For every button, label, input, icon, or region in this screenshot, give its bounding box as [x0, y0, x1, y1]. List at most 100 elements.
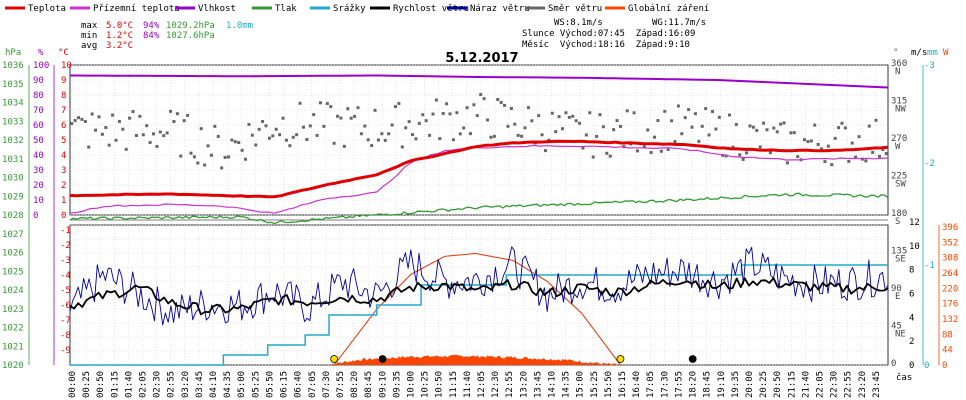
time-tick-label: 10:25 [421, 371, 431, 398]
wind-direction-point [438, 137, 442, 141]
info-block: WS:8.1m/s WG:11.7m/s Slunce Východ:07:45… [522, 18, 706, 50]
wind-direction-point [158, 130, 162, 134]
stats-rain: 1.0mm [226, 21, 253, 31]
ms-tick-label: 10 [909, 242, 920, 252]
wind-direction-point [700, 124, 704, 128]
wind-direction-point [462, 126, 466, 130]
temperature-line [69, 139, 889, 199]
wind-direction-point [557, 115, 561, 119]
wind-direction-point [100, 132, 104, 136]
wind-direction-point [373, 108, 377, 112]
wind-direction-point [407, 120, 411, 124]
wind-direction-point [710, 110, 714, 114]
pct-tick-label: 20 [33, 181, 44, 191]
wind-direction-point [380, 132, 384, 136]
wind-direction-point [734, 122, 738, 126]
wind-direction-point [680, 132, 684, 136]
wind-direction-point [445, 102, 449, 106]
wind-direction-point [383, 138, 387, 142]
wind-direction-point [237, 141, 241, 145]
wind-direction-point [104, 126, 108, 130]
wind-direction-point [830, 163, 834, 167]
temp-tick-label: 10 [61, 61, 72, 71]
time-tick-label: 10:00 [406, 371, 416, 398]
wind-direction-point [336, 114, 340, 118]
wind-direction-point [649, 151, 653, 155]
wind-direction-point [526, 106, 530, 110]
chart-title: 5.12.2017 [445, 51, 518, 66]
temp-tick-label: -1 [60, 226, 71, 236]
wind-direction-point [475, 114, 479, 118]
temp-tick-label: 7 [61, 106, 66, 116]
wind-direction-point [728, 113, 732, 117]
wind-direction-point [584, 133, 588, 137]
pressure-line [69, 192, 889, 225]
wind-direction-point [523, 126, 527, 130]
ms-tick-label: 12 [909, 218, 920, 228]
wind-direction-point [683, 116, 687, 120]
wind-direction-point [537, 114, 541, 118]
dir-tick-name: N [895, 67, 900, 77]
wind-direction-point [169, 109, 173, 113]
pct-axis-label: % [38, 48, 44, 58]
time-tick-label: 19:10 [717, 371, 727, 398]
time-tick-label: 20:25 [759, 371, 769, 398]
time-tick-label: 06:40 [294, 371, 304, 398]
time-tick-label: 21:40 [801, 371, 811, 398]
mm-tick-label: -2 [924, 159, 935, 169]
wind-direction-point [247, 122, 251, 126]
hpa-axis-label: hPa [5, 48, 21, 58]
time-tick-label: 04:35 [223, 371, 233, 398]
wind-direction-point [717, 115, 721, 119]
wind-direction-point [632, 111, 636, 115]
hpa-tick-label: 1036 [2, 61, 24, 71]
wind-direction-point [121, 127, 125, 131]
wind-direction-point [465, 106, 469, 110]
temp-tick-label: -4 [60, 271, 71, 281]
wind-direction-point [111, 113, 115, 117]
wind-direction-point [114, 138, 118, 142]
wind-direction-point [775, 130, 779, 134]
time-tick-label: 15:50 [604, 371, 614, 398]
temp-tick-label: 3 [61, 166, 66, 176]
pct-tick-label: 60 [33, 121, 44, 131]
time-tick-label: 07:30 [322, 371, 332, 398]
dir-tick-label: 135 [891, 247, 907, 257]
wind-direction-point [332, 141, 336, 145]
wind-direction-point [724, 154, 728, 158]
wind-direction-point [731, 145, 735, 149]
wind-direction-point [513, 122, 517, 126]
wind-direction-point [393, 105, 397, 109]
wind-direction-point [308, 124, 312, 128]
time-tick-label: 19:35 [731, 371, 741, 398]
hpa-tick-label: 1024 [2, 286, 24, 296]
wind-direction-point [77, 116, 81, 120]
time-tick-label: 09:10 [378, 371, 388, 398]
wind-direction-point [499, 100, 503, 104]
axes: 00:00 00:25 00:50 01:15 01:40 02:05 02:30 02:55… [2, 59, 958, 398]
hpa-tick-label: 1031 [2, 155, 24, 165]
hpa-tick-label: 1032 [2, 136, 24, 146]
dir-tick-label: 270 [891, 134, 907, 144]
wind-direction-point [755, 128, 759, 132]
global-radiation-area [325, 354, 619, 365]
wind-direction-point [312, 113, 316, 117]
wind-direction-point [322, 124, 326, 128]
legend-label: Přízemní teplota [93, 4, 180, 14]
wind-direction-point [663, 109, 667, 113]
wind-direction-point [434, 98, 438, 102]
wind-direction-point [871, 150, 875, 154]
time-tick-label: 07:05 [308, 371, 318, 398]
wind-direction-point [226, 155, 230, 159]
legend-label: Rychlost větru [393, 4, 469, 14]
wind-direction-point [199, 127, 203, 131]
wind-direction-point [244, 157, 248, 161]
stats-avg-label: avg [81, 41, 97, 51]
w-tick-label: 44 [942, 346, 953, 356]
wind-direction-point [315, 133, 319, 137]
time-tick-label: 21:15 [787, 371, 797, 398]
dir-tick-name: S [895, 217, 900, 227]
time-tick-label: 09:35 [392, 371, 402, 398]
time-tick-label: 01:15 [110, 371, 120, 398]
wind-direction-point [792, 131, 796, 135]
